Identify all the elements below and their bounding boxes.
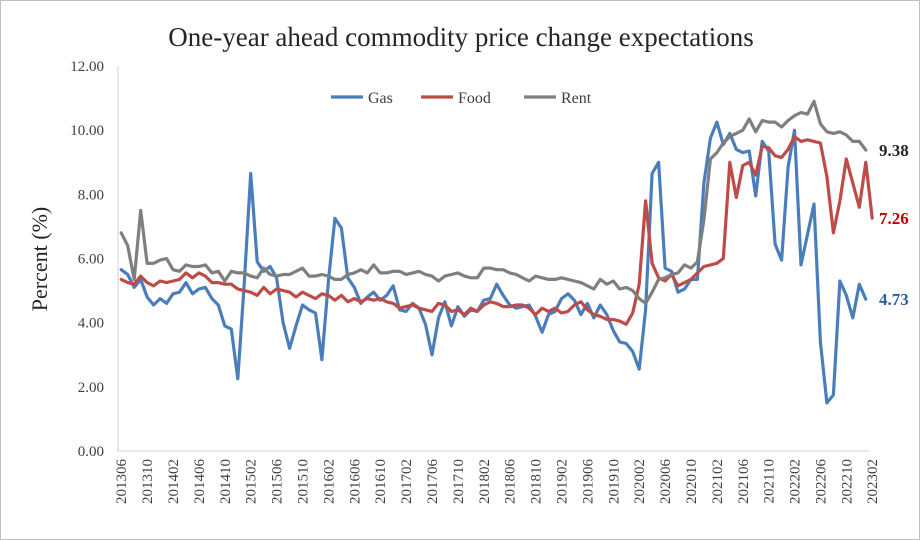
x-tick-label-201810: 201810 bbox=[529, 459, 545, 504]
x-tick-label-201410: 201410 bbox=[218, 459, 234, 504]
y-tick-label-12-00: 12.00 bbox=[70, 59, 104, 75]
x-tick-label-202110: 202110 bbox=[762, 459, 778, 503]
x-tick-label-202006: 202006 bbox=[658, 459, 674, 505]
end-label-gas: 4.73 bbox=[879, 290, 909, 309]
x-tick-label-201502: 201502 bbox=[244, 459, 260, 504]
x-tick-label-201402: 201402 bbox=[166, 459, 182, 504]
legend: Gas Food Rent bbox=[331, 90, 592, 107]
x-tick-label-201310: 201310 bbox=[140, 459, 156, 504]
x-tick-label-202010: 202010 bbox=[684, 459, 700, 504]
x-tick-label-202106: 202106 bbox=[736, 459, 752, 505]
x-tick-label-201610: 201610 bbox=[373, 459, 389, 504]
y-tick-label-2-00: 2.00 bbox=[78, 380, 104, 396]
y-tick-label-8-00: 8.00 bbox=[78, 187, 104, 203]
y-tick-label-6-00: 6.00 bbox=[78, 252, 104, 268]
series-lines bbox=[119, 99, 874, 405]
x-tick-label-201802: 201802 bbox=[477, 459, 493, 504]
x-tick-label-201602: 201602 bbox=[321, 459, 337, 504]
chart-title: One-year ahead commodity price change ex… bbox=[168, 22, 753, 52]
x-tick-label-202002: 202002 bbox=[632, 459, 648, 504]
x-tick-label-201506: 201506 bbox=[270, 459, 286, 505]
x-tick-label-202302: 202302 bbox=[865, 459, 881, 504]
x-tick-label-201406: 201406 bbox=[192, 459, 208, 505]
legend-label-food: Food bbox=[458, 90, 491, 107]
x-tick-label-202102: 202102 bbox=[710, 459, 726, 504]
y-tick-label-4-00: 4.00 bbox=[78, 316, 104, 332]
x-tick-label-201306: 201306 bbox=[114, 459, 130, 505]
x-tick-label-201702: 201702 bbox=[399, 459, 415, 504]
y-axis-label: Percent (%) bbox=[27, 207, 52, 311]
y-tick-label-10-00: 10.00 bbox=[70, 123, 104, 139]
x-tick-label-201710: 201710 bbox=[451, 459, 467, 504]
x-tick-label-202210: 202210 bbox=[839, 459, 855, 504]
legend-label-rent: Rent bbox=[561, 90, 592, 107]
y-tick-label-0-00: 0.00 bbox=[78, 444, 104, 460]
x-tick-label-202202: 202202 bbox=[788, 459, 804, 504]
y-tick-labels: 0.00 2.00 4.00 6.00 8.00 10.00 12.00 bbox=[70, 59, 104, 460]
end-label-food: 7.26 bbox=[879, 209, 909, 228]
end-label-rent: 9.38 bbox=[879, 141, 909, 160]
series-line-food bbox=[119, 135, 874, 326]
x-tick-labels: 201306 201310 201402 201406 201410 201502 2015… bbox=[114, 459, 881, 505]
x-tick-label-201910: 201910 bbox=[606, 459, 622, 504]
x-tick-label-201906: 201906 bbox=[580, 459, 596, 505]
x-tick-label-201902: 201902 bbox=[554, 459, 570, 504]
x-tick-label-201806: 201806 bbox=[503, 459, 519, 505]
x-tick-label-202206: 202206 bbox=[813, 459, 829, 505]
x-tick-label-201510: 201510 bbox=[296, 459, 312, 504]
x-tick-label-201606: 201606 bbox=[347, 459, 363, 505]
x-tick-label-201706: 201706 bbox=[425, 459, 441, 505]
series-line-gas bbox=[119, 120, 868, 405]
legend-label-gas: Gas bbox=[368, 90, 393, 107]
end-value-labels: 9.38 7.26 4.73 bbox=[879, 141, 909, 309]
series-line-rent bbox=[119, 99, 868, 305]
